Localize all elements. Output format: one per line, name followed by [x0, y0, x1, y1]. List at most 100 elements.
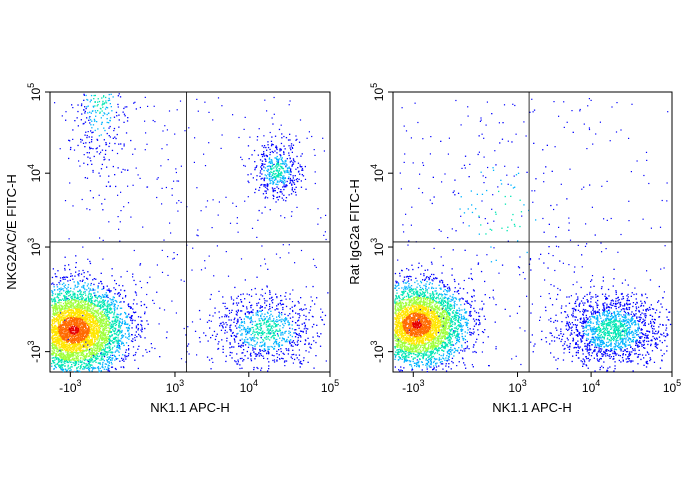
event-dot — [86, 285, 89, 287]
event-dot — [101, 346, 104, 348]
event-dot — [85, 317, 87, 320]
event-dot — [70, 315, 73, 317]
event-dot — [279, 191, 281, 193]
event-dot — [114, 341, 116, 343]
event-dot — [73, 350, 75, 352]
event-dot — [109, 307, 112, 309]
event-dot — [266, 177, 269, 179]
event-dot — [83, 307, 85, 309]
event-dot — [109, 185, 111, 188]
event-dot — [64, 324, 66, 326]
event-dot — [86, 367, 88, 369]
event-dot — [89, 209, 91, 211]
event-dot — [72, 354, 74, 356]
event-dot — [116, 321, 118, 324]
event-dot — [118, 93, 120, 95]
event-dot — [291, 179, 293, 181]
event-dot — [105, 338, 107, 340]
event-dot — [97, 291, 99, 293]
event-dot — [104, 296, 106, 298]
event-dot — [63, 365, 66, 367]
event-dot — [73, 298, 75, 301]
event-dot — [96, 329, 98, 331]
event-dot — [52, 334, 54, 337]
event-dot — [82, 350, 84, 352]
event-dot — [81, 297, 83, 299]
event-dot — [83, 350, 85, 353]
event-dot — [63, 316, 65, 318]
event-dot — [72, 129, 74, 131]
event-dot — [91, 297, 93, 299]
event-dot — [78, 313, 80, 316]
event-dot — [62, 327, 64, 329]
event-dot — [100, 357, 102, 359]
event-dot — [269, 151, 271, 154]
event-dot — [268, 169, 270, 171]
event-dot — [85, 335, 87, 337]
event-dot — [76, 117, 78, 119]
event-dot — [75, 321, 77, 324]
event-dot — [91, 358, 93, 360]
event-dot — [106, 352, 108, 354]
event-dot — [82, 323, 84, 325]
event-dot — [115, 324, 118, 326]
event-dot — [73, 345, 75, 348]
event-dot — [91, 332, 93, 334]
event-dot — [56, 353, 58, 355]
event-dot — [269, 160, 271, 162]
event-dot — [60, 308, 62, 310]
event-dot — [67, 368, 70, 370]
event-dot — [117, 339, 119, 342]
event-dot — [284, 148, 286, 150]
event-dot — [77, 316, 79, 318]
event-dot — [58, 339, 60, 341]
event-dot — [55, 346, 57, 348]
event-dot — [93, 344, 95, 346]
event-dot — [77, 330, 80, 332]
event-dot — [64, 346, 66, 348]
event-dot — [80, 354, 83, 356]
event-dot — [112, 330, 114, 332]
event-dot — [263, 185, 265, 187]
event-dot — [119, 325, 122, 327]
event-dot — [275, 146, 277, 148]
event-dot — [117, 167, 119, 169]
event-dot — [206, 200, 209, 202]
event-dot — [94, 325, 97, 327]
event-dot — [97, 344, 99, 346]
event-dot — [77, 337, 79, 339]
event-dot — [68, 299, 70, 301]
event-dot — [97, 319, 100, 321]
event-dot — [82, 330, 84, 332]
event-dot — [68, 329, 70, 331]
event-dot — [78, 317, 80, 320]
event-dot — [83, 310, 85, 312]
event-dot — [118, 347, 120, 349]
event-dot — [95, 310, 97, 313]
event-dot — [94, 327, 96, 329]
event-dot — [282, 199, 285, 201]
event-dot — [55, 303, 57, 305]
event-dot — [121, 341, 123, 343]
event-dot — [62, 302, 65, 305]
event-dot — [73, 338, 76, 340]
event-dot — [280, 166, 282, 168]
event-dot — [69, 344, 72, 346]
event-dot — [76, 315, 78, 317]
event-dot — [72, 339, 75, 342]
event-dot — [87, 131, 89, 133]
event-dot — [264, 292, 266, 294]
event-dot — [127, 345, 130, 347]
event-dot — [74, 308, 77, 310]
event-dot — [61, 368, 63, 370]
event-dot — [296, 178, 298, 180]
event-dot — [69, 356, 71, 358]
event-dot — [78, 349, 80, 352]
event-dot — [90, 357, 92, 360]
event-dot — [66, 310, 68, 312]
event-dot — [66, 299, 68, 301]
event-dot — [156, 291, 158, 293]
event-dot — [110, 354, 112, 356]
event-dot — [293, 179, 295, 181]
event-dot — [107, 325, 109, 327]
